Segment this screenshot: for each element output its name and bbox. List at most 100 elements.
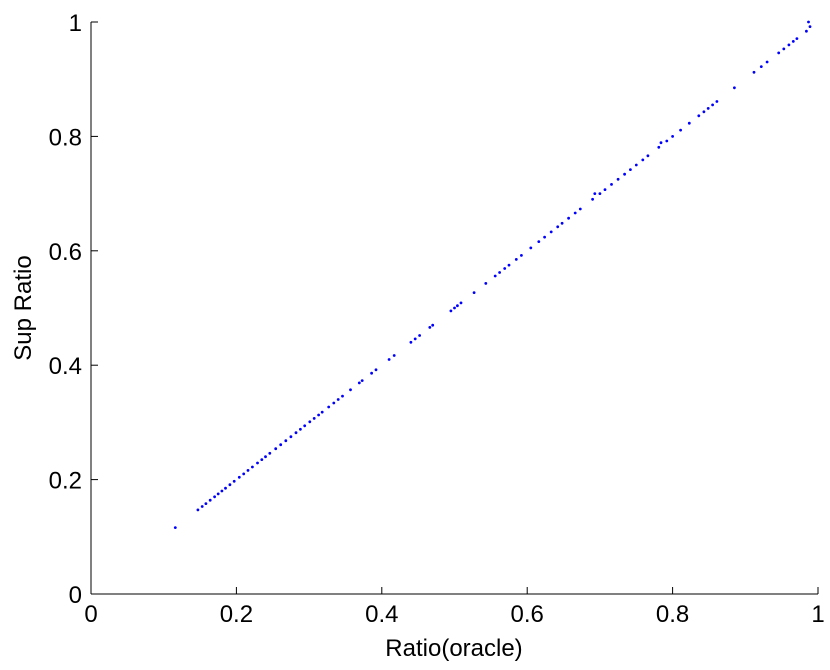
data-point <box>573 211 577 215</box>
data-point <box>224 486 227 490</box>
data-point <box>665 139 669 143</box>
data-point <box>449 309 453 313</box>
data-point <box>232 479 236 483</box>
data-point <box>578 207 582 211</box>
data-point <box>453 306 456 310</box>
data-point <box>591 197 594 201</box>
data-point <box>493 274 497 278</box>
y-tick-label: 0 <box>69 582 82 609</box>
data-point <box>317 413 320 417</box>
data-point <box>246 469 250 472</box>
data-point <box>357 381 361 385</box>
x-tick-label: 0 <box>84 601 97 628</box>
data-point <box>204 502 208 505</box>
data-point <box>782 47 786 51</box>
y-tick-label: 0.8 <box>49 124 82 151</box>
data-point <box>200 505 204 508</box>
data-point <box>251 465 254 469</box>
data-point <box>387 358 391 361</box>
data-point <box>349 388 352 392</box>
data-points <box>173 20 812 529</box>
x-tick-label: 0.2 <box>220 601 253 628</box>
x-tick-label: 0.4 <box>365 601 398 628</box>
data-point <box>715 100 719 103</box>
data-point <box>791 40 795 43</box>
data-point <box>556 225 560 229</box>
x-tick-label: 0.8 <box>656 601 689 628</box>
data-point <box>431 323 435 327</box>
data-point <box>336 398 340 401</box>
data-point <box>327 405 331 409</box>
y-tick-label: 0.2 <box>49 468 82 495</box>
data-point <box>484 282 488 285</box>
y-tick-label: 1 <box>69 10 82 37</box>
data-point <box>657 145 661 149</box>
data-point <box>256 461 259 465</box>
y-tick-label: 0.4 <box>49 353 82 380</box>
data-point <box>549 230 553 234</box>
data-point <box>279 443 283 447</box>
data-point <box>706 107 710 110</box>
data-point <box>765 60 769 64</box>
y-axis-label: Sup Ratio <box>10 255 37 360</box>
data-point <box>456 304 459 308</box>
data-point <box>503 267 507 270</box>
data-point <box>603 188 607 192</box>
data-point <box>208 498 212 502</box>
data-point <box>629 168 632 172</box>
data-point <box>459 301 463 305</box>
data-point <box>520 254 523 257</box>
data-point <box>196 508 200 512</box>
data-point <box>360 379 364 382</box>
data-point <box>646 154 650 158</box>
data-point <box>341 394 344 398</box>
data-point <box>409 340 413 344</box>
data-point <box>299 427 302 431</box>
data-point <box>623 172 626 176</box>
data-point <box>268 451 272 455</box>
data-point <box>260 458 264 461</box>
data-point <box>752 70 756 74</box>
data-point <box>787 43 791 47</box>
data-point <box>294 431 298 435</box>
data-point <box>641 158 645 162</box>
data-point <box>543 235 546 239</box>
data-point <box>711 103 714 107</box>
data-point <box>242 472 246 476</box>
data-point <box>805 29 808 33</box>
data-point <box>702 110 706 114</box>
data-point <box>807 20 810 24</box>
data-point <box>173 526 177 529</box>
data-point <box>733 86 736 90</box>
data-point <box>514 258 518 261</box>
data-point <box>332 401 336 405</box>
data-point <box>413 337 417 341</box>
x-tick-label: 1 <box>811 601 824 628</box>
data-point <box>220 489 224 493</box>
data-point <box>610 183 613 186</box>
data-point <box>679 128 682 132</box>
data-point <box>759 65 763 68</box>
data-point <box>216 492 220 496</box>
data-point <box>659 141 663 145</box>
data-point <box>537 240 541 244</box>
data-point <box>374 368 378 372</box>
data-point <box>370 371 373 375</box>
y-axis-ticks: 0 0.2 0.4 0.6 0.8 1 <box>49 10 98 609</box>
data-point <box>507 263 511 267</box>
data-point <box>498 271 501 274</box>
data-point <box>808 25 812 28</box>
data-point <box>697 114 701 118</box>
data-point <box>264 455 267 459</box>
data-point <box>392 354 396 357</box>
data-point <box>671 135 674 138</box>
data-point <box>289 435 293 439</box>
x-tick-label: 0.6 <box>511 601 544 628</box>
data-point <box>312 417 316 420</box>
data-point <box>284 439 288 443</box>
data-point <box>616 177 620 181</box>
data-point <box>237 475 241 479</box>
data-point <box>418 334 421 337</box>
